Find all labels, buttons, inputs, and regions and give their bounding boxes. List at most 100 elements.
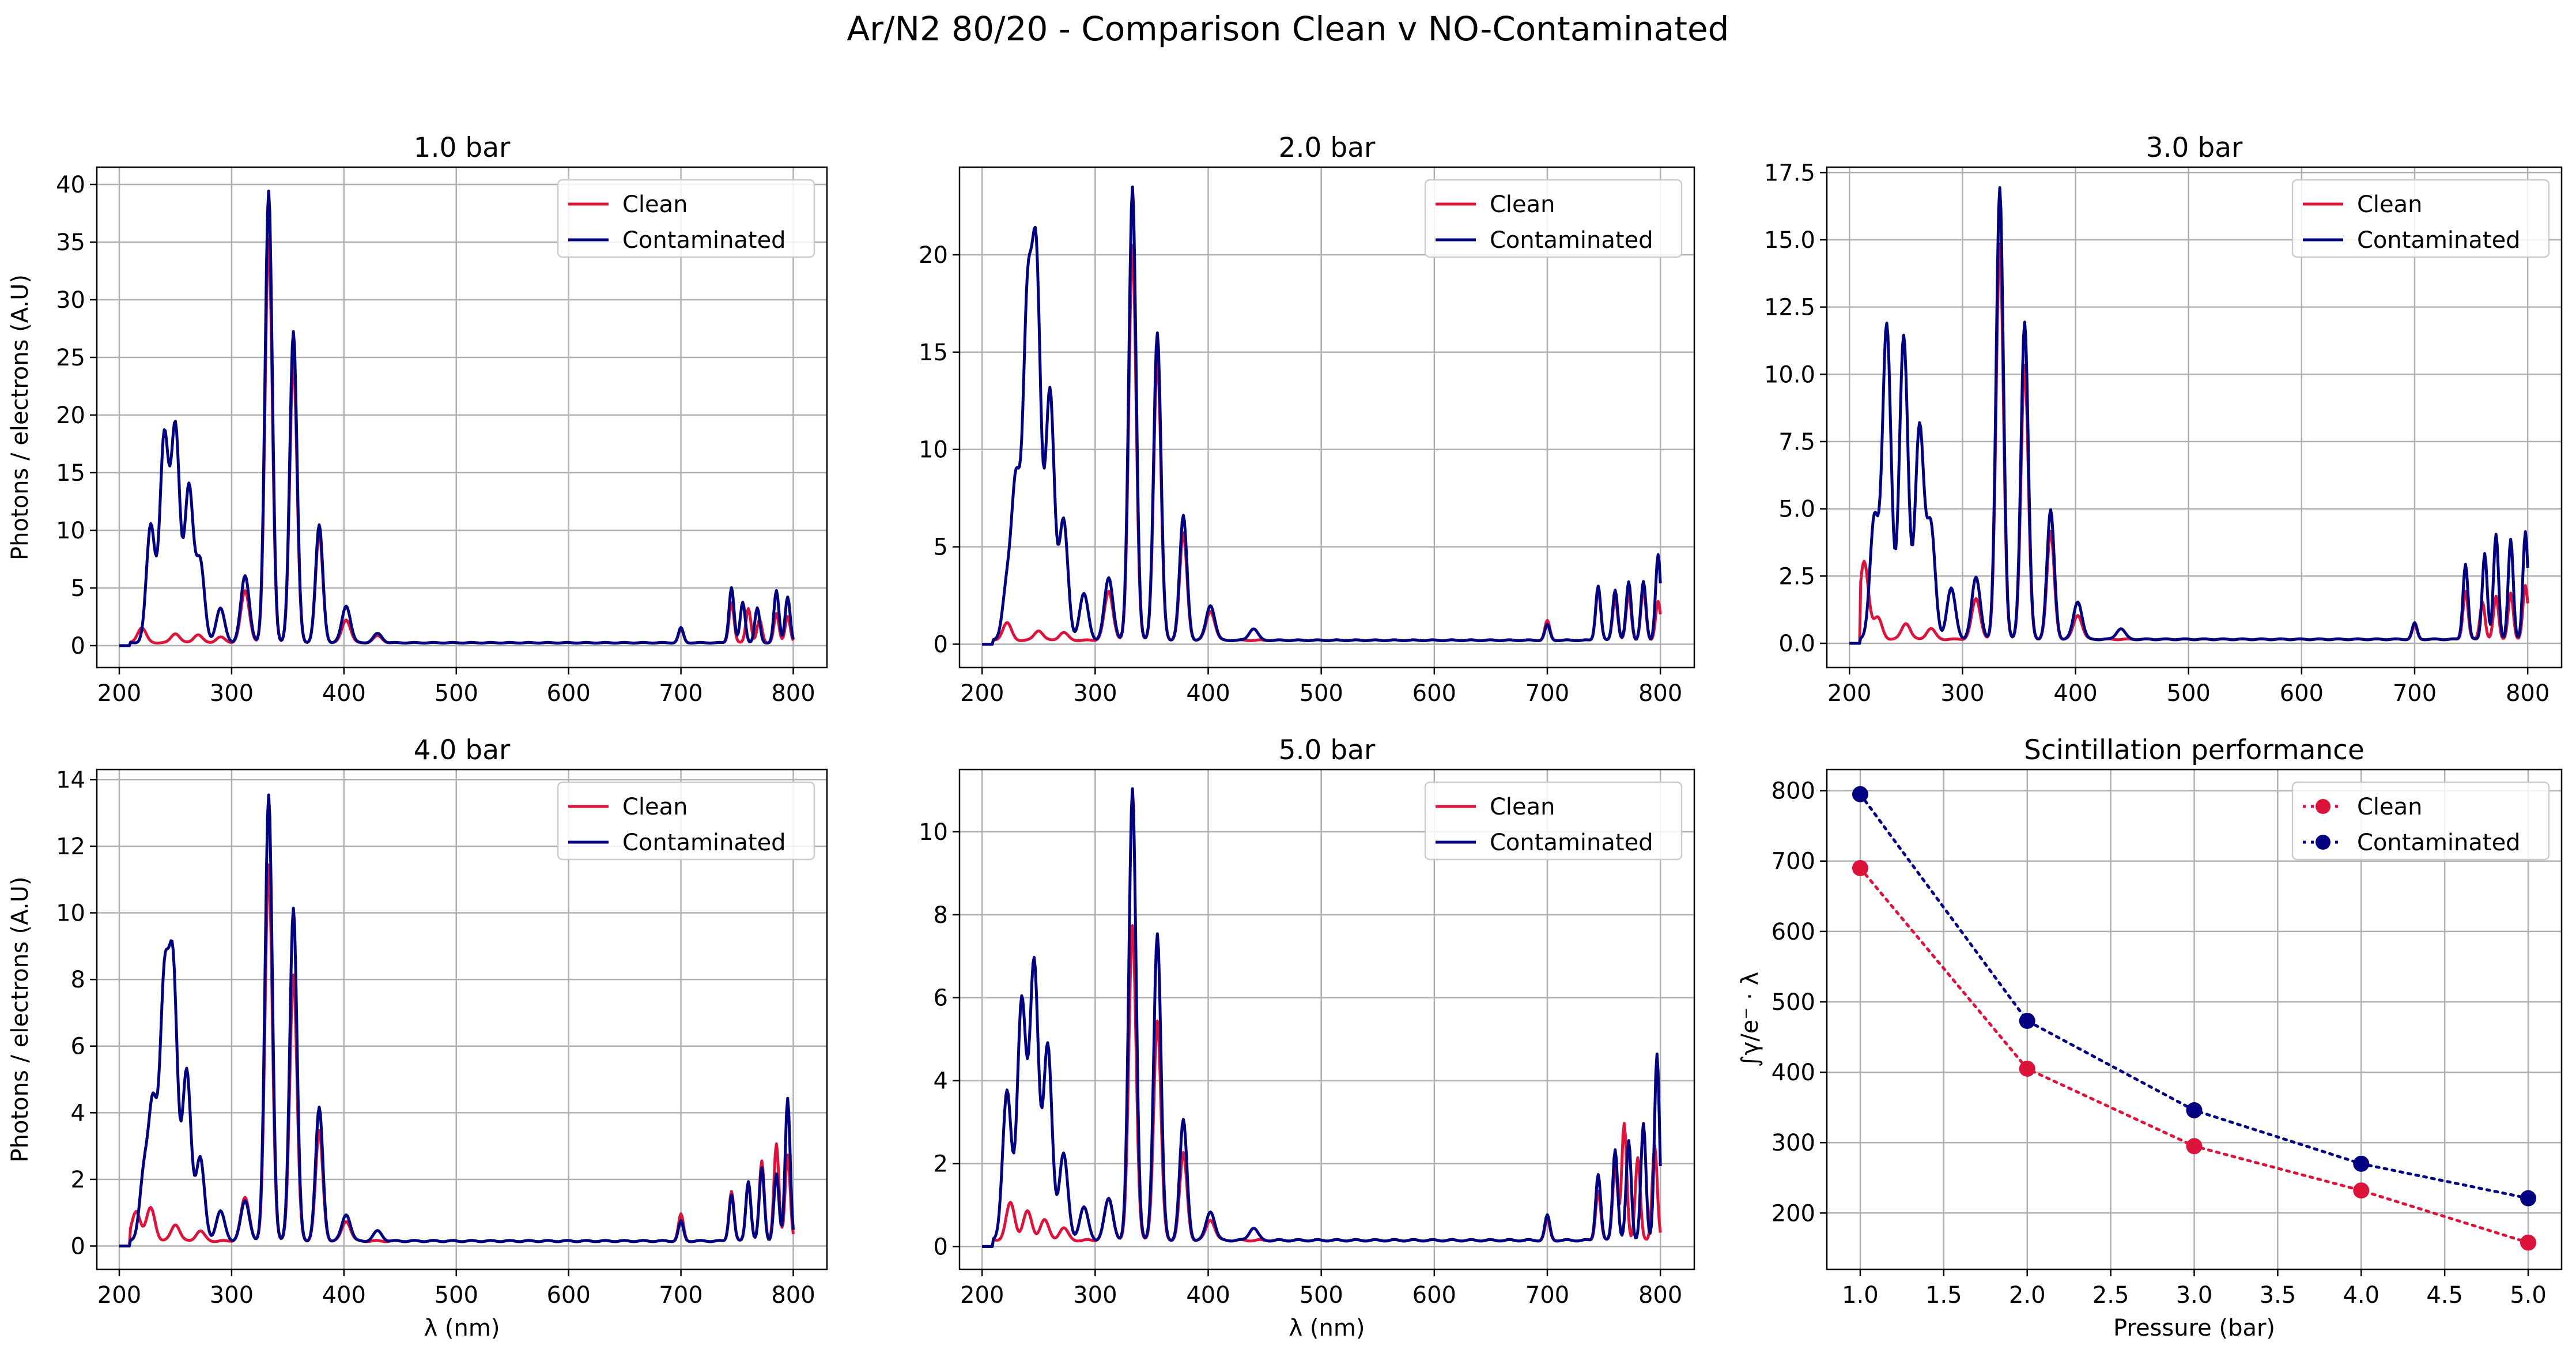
chart-panel-6: 1.0 1.5 2.0 2.5 3.0 3.5 4.0 4.5 5.0 200 300 400 500 6…: [1737, 734, 2563, 1341]
x-tick-label: 3.0: [2176, 1282, 2213, 1309]
x-tick-label: 200: [1827, 680, 1871, 707]
series-line-contaminated: [1849, 186, 2529, 645]
legend-label-contaminated: Contaminated: [1490, 227, 1653, 254]
x-tick-label: 5.0: [2510, 1282, 2547, 1309]
x-tick-label: 400: [322, 680, 366, 707]
y-tick-label: 20: [56, 402, 85, 429]
series-line-contaminated: [119, 189, 795, 647]
y-tick-label: 8: [71, 967, 85, 993]
x-tick-label: 500: [1300, 1282, 1343, 1309]
chart-panel-3: 200 300 400 500 600 700 800 0.0 2.5 5.0 7.5 10.0 12.…: [1764, 132, 2563, 707]
panel-title: Scintillation performance: [2024, 734, 2365, 766]
series-line-contaminated: [119, 793, 795, 1247]
y-tick-label: 5.0: [1778, 496, 1815, 523]
chart-panel-2: 200 300 400 500 600 700 800 0 5 10 15 20 2.0 bar Clea…: [919, 132, 1695, 707]
y-tick-label: 2: [934, 1151, 948, 1178]
y-tick-label: 10: [919, 819, 948, 846]
legend-box: [1424, 179, 1683, 258]
y-tick-label: 400: [1772, 1060, 1815, 1086]
x-tick-label: 700: [659, 680, 702, 707]
y-tick-label: 30: [56, 287, 85, 314]
data-point-contaminated: [2520, 1190, 2537, 1207]
x-tick-label: 800: [1638, 680, 1682, 707]
legend-label-clean: Clean: [1490, 191, 1555, 218]
x-tick-label: 600: [1412, 1282, 1456, 1309]
x-tick-label: 800: [771, 1282, 815, 1309]
x-tick-label: 300: [210, 680, 254, 707]
legend-box: [1424, 781, 1683, 861]
legend-label-clean: Clean: [622, 191, 688, 218]
y-tick-label: 8: [934, 902, 948, 929]
panel-title: 3.0 bar: [2146, 132, 2243, 164]
y-tick-label: 14: [56, 767, 85, 793]
x-tick-label: 4.0: [2343, 1282, 2379, 1309]
x-tick-label: 800: [771, 680, 815, 707]
x-tick-label: 700: [659, 1282, 702, 1309]
y-tick-label: 0: [934, 631, 948, 658]
x-tick-label: 3.5: [2260, 1282, 2297, 1309]
y-tick-label: 300: [1772, 1130, 1815, 1156]
y-tick-label: 2.5: [1778, 563, 1815, 590]
y-tick-label: 700: [1772, 849, 1815, 875]
plot-frame: [958, 768, 1695, 1270]
x-tick-label: 200: [960, 1282, 1004, 1309]
y-tick-label: 6: [934, 985, 948, 1012]
data-point-contaminated: [1852, 786, 1868, 802]
x-tick-label: 200: [960, 680, 1004, 707]
y-tick-label: 4: [934, 1068, 948, 1095]
y-tick-label: 500: [1772, 989, 1815, 1016]
x-tick-label: 1.0: [1842, 1282, 1879, 1309]
plot-frame: [1826, 166, 2563, 669]
chart-panel-5: 200 300 400 500 600 700 800 0 2 4 6 8 10 5.0 bar λ (nm…: [919, 734, 1695, 1341]
y-tick-label: 10: [56, 518, 85, 544]
legend-box: [557, 781, 815, 861]
x-tick-label: 200: [97, 680, 141, 707]
x-tick-label: 300: [1073, 680, 1117, 707]
y-tick-label: 0: [71, 1234, 85, 1260]
series-line-contaminated: [981, 185, 1662, 646]
x-tick-label: 500: [2167, 680, 2211, 707]
y-tick-label: 17.5: [1764, 160, 1815, 186]
y-tick-label: 10.0: [1764, 361, 1815, 388]
x-tick-label: 400: [1186, 680, 1230, 707]
y-tick-label: 0: [71, 633, 85, 659]
x-tick-label: 700: [1525, 1282, 1569, 1309]
x-tick-label: 1.5: [1925, 1282, 1962, 1309]
y-tick-label: 5: [71, 575, 85, 602]
panel-title: 5.0 bar: [1279, 734, 1376, 766]
x-tick-label: 800: [2506, 680, 2549, 707]
x-tick-label: 600: [2280, 680, 2324, 707]
plot-frame: [96, 768, 828, 1270]
y-tick-label: 12.5: [1764, 295, 1815, 321]
figure-title: Ar/N2 80/20 - Comparison Clean v NO-Cont…: [847, 9, 1729, 48]
y-tick-label: 40: [56, 172, 85, 198]
legend-marker-contaminated: [2316, 835, 2331, 850]
y-tick-label: 25: [56, 345, 85, 371]
panel-title: 4.0 bar: [414, 734, 511, 766]
x-tick-label: 300: [1073, 1282, 1117, 1309]
legend-label-contaminated: Contaminated: [2357, 830, 2521, 856]
legend-label-contaminated: Contaminated: [622, 227, 786, 254]
data-point-clean: [2520, 1234, 2537, 1251]
legend-marker-clean: [2316, 799, 2331, 814]
y-axis-label: Photons / electrons (A.U): [7, 876, 33, 1162]
data-point-contaminated: [2019, 1012, 2035, 1029]
legend-label-clean: Clean: [1490, 794, 1555, 820]
x-tick-label: 2.5: [2092, 1282, 2129, 1309]
x-tick-label: 400: [1186, 1282, 1230, 1309]
x-tick-label: 300: [1940, 680, 1984, 707]
data-point-contaminated: [2353, 1155, 2370, 1172]
x-tick-label: 2.0: [2009, 1282, 2046, 1309]
x-tick-label: 600: [546, 1282, 590, 1309]
y-tick-label: 5: [934, 534, 948, 561]
x-tick-label: 4.5: [2426, 1282, 2463, 1309]
y-tick-label: 6: [71, 1034, 85, 1060]
legend-label-contaminated: Contaminated: [2357, 227, 2521, 254]
y-tick-label: 200: [1772, 1200, 1815, 1227]
y-tick-label: 7.5: [1778, 429, 1815, 455]
y-tick-label: 10: [56, 900, 85, 927]
y-axis-label: ∫γ/e⁻ · λ: [1737, 972, 1763, 1068]
y-tick-label: 10: [919, 437, 948, 463]
plot-frame: [96, 166, 828, 669]
y-tick-label: 800: [1772, 778, 1815, 805]
